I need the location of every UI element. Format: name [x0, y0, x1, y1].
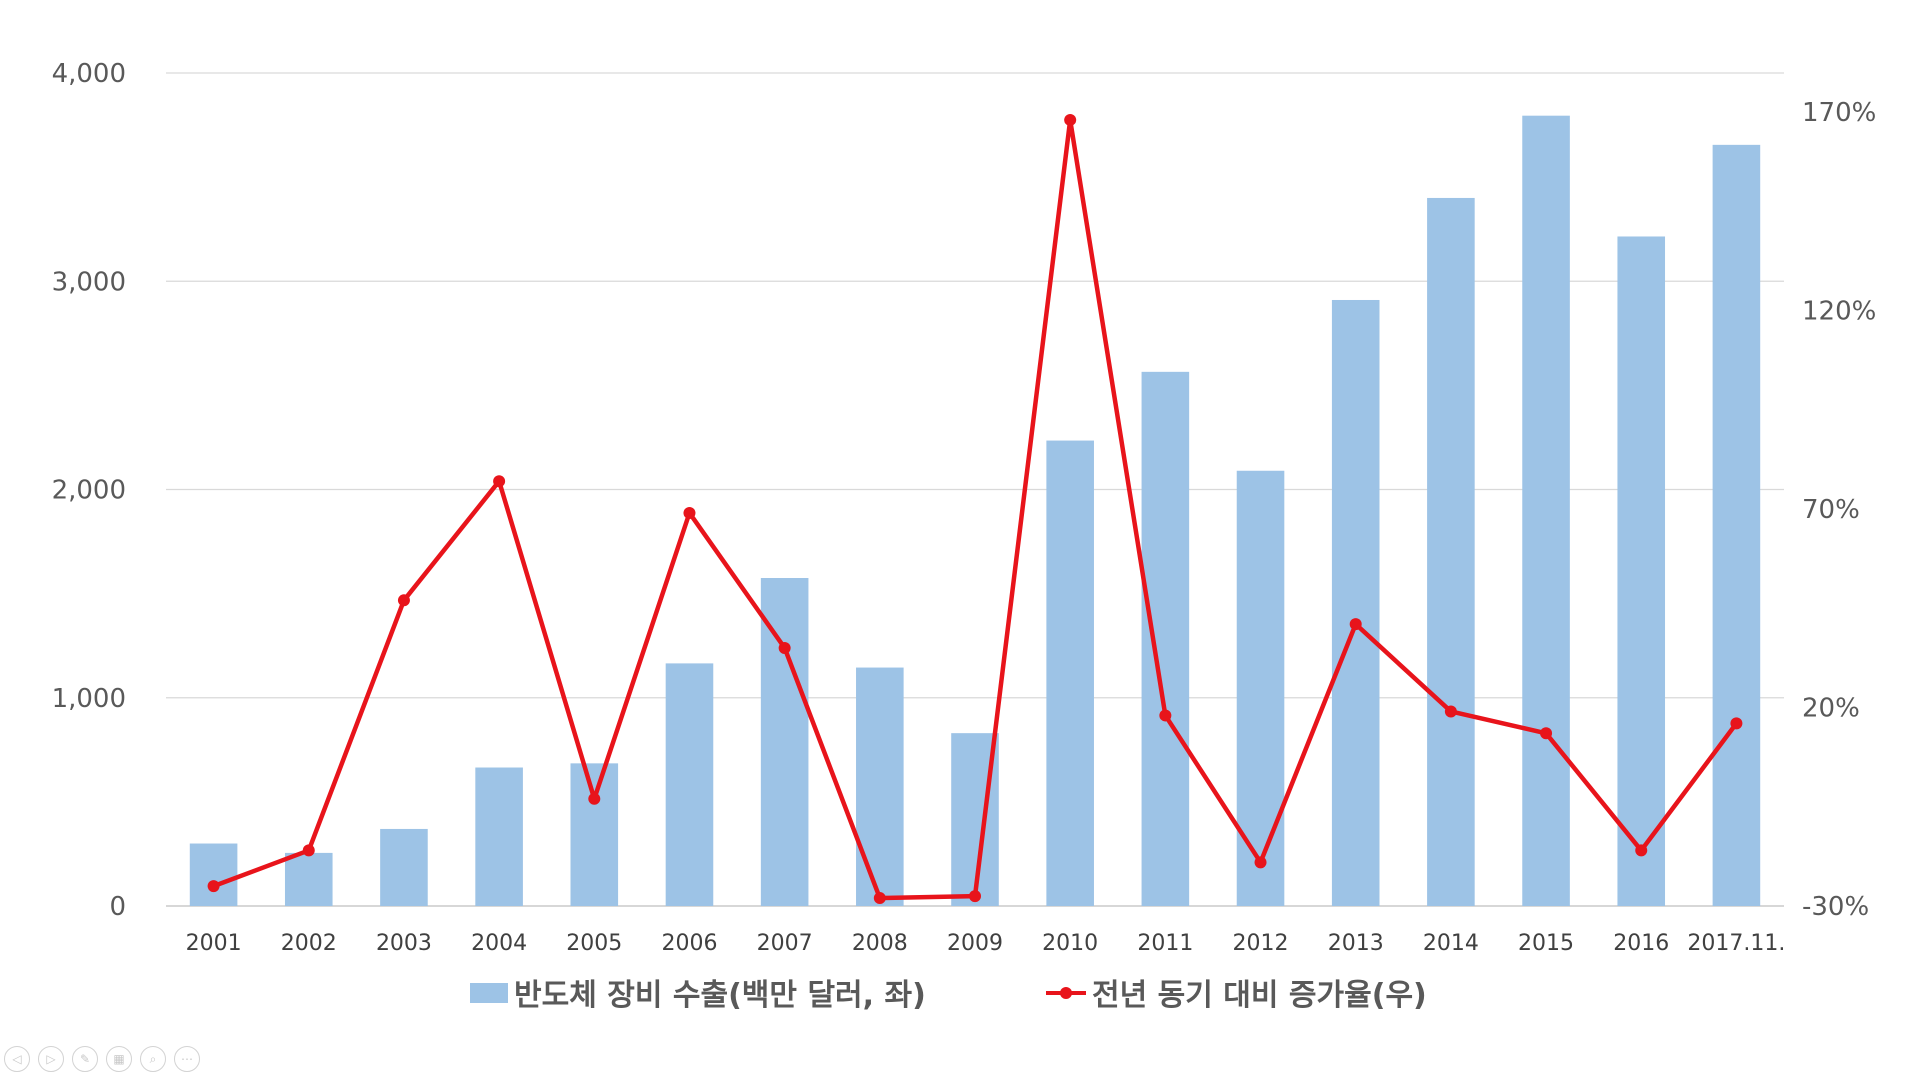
left-axis-tick-label: 1,000 [52, 684, 126, 714]
slides-icon[interactable]: ▦ [106, 1046, 132, 1072]
x-axis-tick-label: 2013 [1328, 931, 1384, 956]
right-axis-tick-label: 70% [1802, 495, 1860, 525]
right-axis-tick-label: 120% [1802, 297, 1876, 327]
gridlines [166, 72, 1784, 907]
x-axis-tick-label: 2017.11. [1687, 931, 1785, 956]
next-icon[interactable]: ▷ [38, 1046, 64, 1072]
bar [475, 767, 523, 906]
line-point [1540, 727, 1553, 740]
bar [1712, 144, 1761, 906]
legend: 반도체 장비 수출(백만 달러, 좌) 전년 동기 대비 증가율(우) [470, 978, 1427, 1013]
legend-line-label: 전년 동기 대비 증가율(우) [1092, 978, 1427, 1013]
line-point [1254, 856, 1267, 869]
left-axis-tick-label: 3,000 [52, 267, 126, 297]
line-point [1444, 705, 1457, 718]
line-point [302, 844, 315, 857]
x-axis-tick-label: 2001 [186, 931, 242, 956]
x-axis-tick-label: 2014 [1423, 931, 1479, 956]
legend-line-marker [1060, 987, 1072, 999]
previous-icon[interactable]: ◁ [4, 1046, 30, 1072]
left-axis-tick-label: 2,000 [52, 476, 126, 506]
line-point [1635, 844, 1648, 857]
bar [1522, 115, 1570, 906]
right-axis-tick-label: -30% [1802, 892, 1869, 922]
line-series [207, 113, 1743, 905]
right-axis-tick-label: 170% [1802, 98, 1876, 128]
more-icon[interactable]: ⋯ [174, 1046, 200, 1072]
bar [1331, 299, 1380, 906]
pen-icon[interactable]: ✎ [72, 1046, 98, 1072]
legend-bar-swatch [470, 983, 508, 1003]
x-axis-tick-label: 2004 [471, 931, 527, 956]
line-point [969, 890, 981, 903]
bar [856, 667, 904, 906]
line-point [1730, 717, 1743, 730]
x-axis-tick-label: 2010 [1042, 931, 1098, 956]
left-axis-tick-label: 0 [109, 892, 126, 922]
legend-bar-label: 반도체 장비 수출(백만 달러, 좌) [514, 978, 926, 1013]
right-axis-tick-label: 20% [1802, 694, 1860, 724]
line-point [1064, 113, 1077, 126]
line-point [1349, 618, 1362, 631]
x-axis-tick-labels: 2001 2002 2003 2004 2005 2006 2007 2008 2009 2010… [186, 931, 1786, 956]
bar [1427, 197, 1475, 906]
bar [1141, 371, 1190, 906]
x-axis-tick-label: 2011 [1137, 931, 1193, 956]
slideshow-toolbar: ◁ ▷ ✎ ▦ ⌕ ⋯ [4, 1046, 200, 1072]
x-axis-tick-label: 2009 [947, 931, 1003, 956]
x-axis-tick-label: 2006 [661, 931, 717, 956]
left-axis-tick-label: 4,000 [52, 59, 126, 89]
bar [380, 828, 428, 906]
line-point [493, 475, 506, 488]
right-axis-tick-labels: -30% 20% 70% 120% 170% [1802, 98, 1876, 922]
bar [189, 843, 238, 906]
zoom-icon[interactable]: ⌕ [140, 1046, 166, 1072]
line-point [1159, 709, 1172, 722]
line-point [588, 792, 601, 805]
line-point [683, 506, 696, 519]
line-point [778, 641, 791, 654]
line-point [207, 880, 220, 893]
line-point [873, 892, 886, 905]
bar-series [189, 115, 1761, 906]
bar [284, 852, 333, 906]
x-axis-tick-label: 2008 [852, 931, 908, 956]
x-axis-tick-label: 2005 [566, 931, 622, 956]
bar [1617, 236, 1666, 906]
bar [1236, 470, 1285, 906]
line-point [397, 594, 410, 607]
bar [570, 763, 619, 906]
left-axis-tick-labels: 0 1,000 2,000 3,000 4,000 [52, 59, 126, 922]
x-axis-tick-label: 2002 [281, 931, 337, 956]
bar [1046, 440, 1094, 906]
bar [760, 578, 809, 906]
x-axis-tick-label: 2007 [757, 931, 813, 956]
bar [665, 663, 714, 906]
x-axis-tick-label: 2016 [1613, 931, 1669, 956]
x-axis-tick-label: 2003 [376, 931, 432, 956]
x-axis-tick-label: 2015 [1518, 931, 1574, 956]
x-axis-tick-label: 2012 [1233, 931, 1289, 956]
